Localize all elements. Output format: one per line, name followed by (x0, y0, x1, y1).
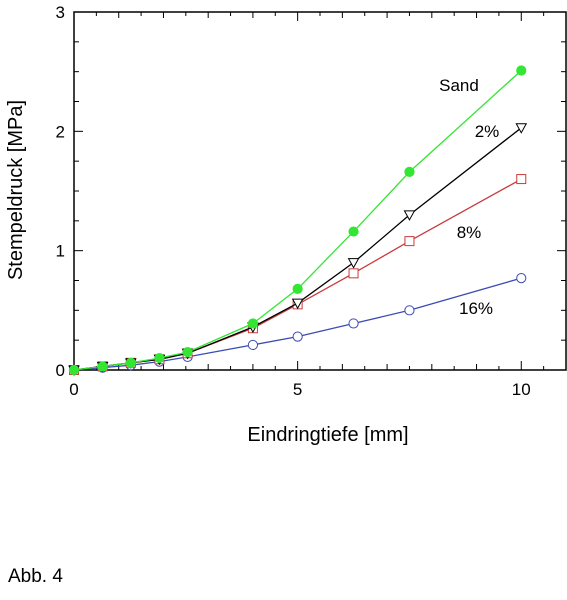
data-point (348, 318, 359, 329)
x-axis-label: Eindringtiefe [mm] (247, 424, 408, 446)
series-sand (68, 65, 527, 376)
data-point (292, 283, 303, 294)
series-label-sand: Sand (439, 76, 479, 95)
x-tick-label: 5 (293, 380, 302, 399)
data-point (292, 331, 303, 342)
data-point (68, 364, 80, 376)
data-point (97, 361, 108, 372)
series-layer (68, 65, 528, 377)
data-point (154, 352, 165, 364)
x-tick-label: 10 (512, 380, 531, 399)
data-point (515, 123, 528, 134)
y-tick-label: 1 (56, 242, 65, 261)
series-labels: Sand 2% 8% 16% (439, 76, 499, 318)
data-point (516, 273, 527, 284)
data-point (516, 174, 527, 185)
data-point (348, 268, 359, 279)
x-tick-label: 0 (69, 380, 78, 399)
data-point (404, 166, 415, 178)
series-label-16pct: 16% (459, 299, 493, 318)
data-point (348, 226, 359, 237)
series-line (73, 277, 522, 371)
data-point (247, 318, 259, 329)
y-tick-label: 0 (56, 361, 65, 380)
tick-labels: 0 5 10 0 1 2 3 (56, 3, 531, 399)
y-tick-label: 3 (56, 3, 65, 22)
axis-ticks (73, 11, 567, 371)
data-point (516, 65, 527, 76)
data-point (347, 258, 360, 269)
y-tick-label: 2 (56, 122, 65, 141)
series-8pct (69, 174, 527, 375)
series-label-2pct: 2% (475, 122, 500, 141)
data-point (403, 210, 416, 221)
data-point (404, 305, 415, 316)
figure-caption: Abb. 4 (8, 566, 63, 587)
data-point (125, 357, 136, 368)
data-point (247, 339, 259, 351)
data-point (291, 298, 304, 310)
series-line (73, 70, 522, 371)
data-point (404, 236, 415, 247)
y-axis-label: Stempeldruck [MPa] (5, 100, 27, 280)
data-point (182, 347, 193, 358)
series-label-8pct: 8% (457, 223, 482, 242)
